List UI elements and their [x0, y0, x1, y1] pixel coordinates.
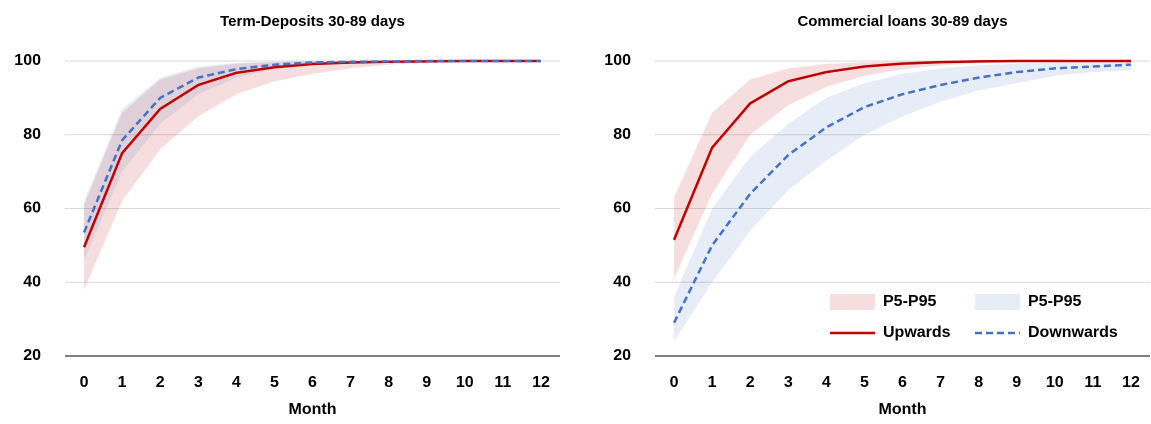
- legend-label: P5-P95: [1028, 293, 1081, 310]
- x-tick-label: 2: [746, 374, 755, 391]
- line: [82, 59, 541, 233]
- x-tick-label: 6: [898, 374, 907, 391]
- y-tick-label: 20: [23, 347, 41, 364]
- legend-swatch: [830, 294, 875, 310]
- y-tick-label: 20: [613, 347, 631, 364]
- band: [674, 61, 1131, 342]
- chart-title: Term-Deposits 30-89 days: [220, 13, 405, 30]
- x-tick-label: 1: [708, 374, 717, 391]
- y-tick-label: 100: [604, 52, 631, 69]
- y-tick-label: 80: [613, 126, 631, 143]
- y-tick-label: 40: [613, 273, 631, 290]
- legend-label: Downwards: [1028, 324, 1118, 341]
- x-tick-label: 10: [1046, 374, 1064, 391]
- x-tick-label: 11: [494, 374, 511, 391]
- x-tick-label: 3: [784, 374, 793, 391]
- x-tick-label: 4: [822, 374, 831, 391]
- x-tick-label: 9: [422, 374, 431, 391]
- x-tick-label: 6: [308, 374, 317, 391]
- x-tick-label: 10: [456, 374, 474, 391]
- x-tick-label: 4: [232, 374, 241, 391]
- x-tick-label: 12: [532, 374, 550, 391]
- chart-title: Commercial loans 30-89 days: [797, 13, 1007, 30]
- x-tick-label: 9: [1012, 374, 1021, 391]
- line: [672, 63, 1132, 324]
- x-axis-label: Month: [289, 401, 337, 418]
- y-tick-label: 60: [613, 200, 631, 217]
- x-tick-label: 5: [270, 374, 279, 391]
- x-axis-label: Month: [879, 401, 927, 418]
- legend-label: Upwards: [883, 324, 951, 341]
- y-tick-label: 80: [23, 126, 41, 143]
- legend-label: P5-P95: [883, 293, 936, 310]
- x-tick-label: 7: [346, 374, 355, 391]
- x-tick-label: 8: [974, 374, 983, 391]
- x-tick-label: 2: [156, 374, 165, 391]
- x-tick-label: 7: [936, 374, 945, 391]
- x-tick-label: 11: [1084, 374, 1101, 391]
- x-tick-label: 0: [80, 374, 89, 391]
- band: [84, 61, 541, 261]
- x-tick-label: 1: [118, 374, 127, 391]
- line: [672, 59, 1131, 241]
- x-tick-label: 8: [384, 374, 393, 391]
- y-tick-label: 40: [23, 273, 41, 290]
- x-tick-label: 12: [1122, 374, 1140, 391]
- y-tick-label: 60: [23, 200, 41, 217]
- legend-swatch: [975, 294, 1020, 310]
- y-tick-label: 100: [14, 52, 41, 69]
- x-tick-label: 5: [860, 374, 869, 391]
- x-tick-label: 3: [194, 374, 203, 391]
- x-tick-label: 0: [670, 374, 679, 391]
